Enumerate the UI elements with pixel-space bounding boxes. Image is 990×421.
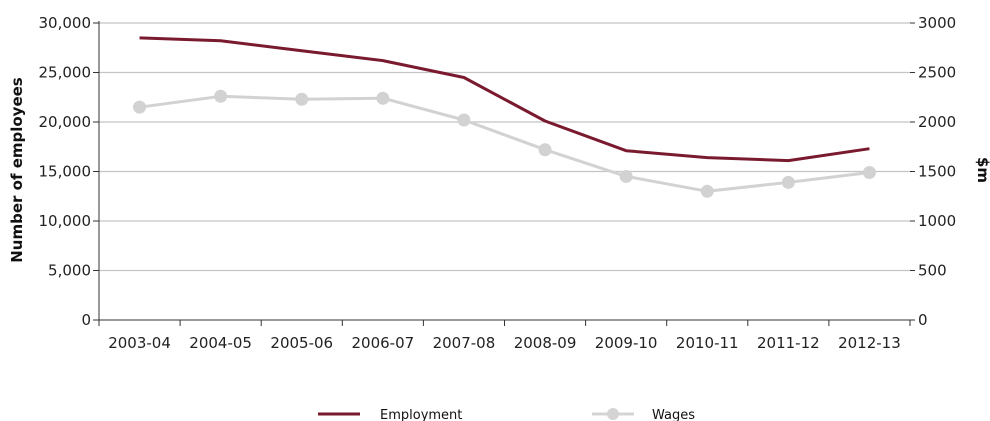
left-axis-title: Number of employees [8,77,26,263]
wages-point [538,143,552,157]
x-axis-ticks: 2003-04 2004-05 2005-06 2006-07 2007-08 2008-… [108,334,901,352]
legend-wages-label: Wages [652,408,695,421]
legend: Employment Wages [318,408,695,421]
x-tick-label: 2011-12 [757,334,820,352]
right-tick-label: 1500 [918,163,956,181]
axes [93,21,915,326]
x-tick-label: 2009-10 [595,334,658,352]
right-tick-label: 0 [918,311,928,329]
wages-point [619,169,633,183]
x-tick-label: 2012-13 [838,334,901,352]
x-tick-label: 2007-08 [433,334,496,352]
series-layer [133,36,876,198]
left-tick-label: 10,000 [39,212,92,230]
x-tick-label: 2004-05 [189,334,252,352]
wages-point [457,113,471,127]
wages-point [862,165,876,179]
x-tick-label: 2003-04 [108,334,171,352]
wages-point [376,91,390,105]
x-tick-label: 2010-11 [676,334,739,352]
right-axis-ticks: 0 500 1000 1500 2000 2500 3000 [918,14,956,329]
wages-point [700,184,714,198]
left-tick-label: 20,000 [39,113,92,131]
wages-point [781,175,795,189]
x-tick-label: 2008-09 [514,334,577,352]
x-tick-label: 2005-06 [270,334,333,352]
left-tick-label: 5,000 [48,262,91,280]
right-tick-label: 500 [918,262,947,280]
right-tick-label: 2000 [918,113,956,131]
left-tick-label: 15,000 [39,163,92,181]
left-tick-label: 25,000 [39,64,92,82]
right-tick-label: 1000 [918,212,956,230]
right-tick-label: 2500 [918,64,956,82]
gridlines [99,22,910,272]
left-tick-label: 0 [81,311,91,329]
x-tick-label: 2006-07 [352,334,415,352]
employment-line [139,36,870,163]
wages-point [133,100,147,114]
wages-point [214,89,228,103]
left-axis-ticks: 0 5,000 10,000 15,000 20,000 25,000 30,000 [39,14,92,329]
wages-point [295,92,309,106]
wages-line [139,94,870,193]
right-tick-label: 3000 [918,14,956,32]
legend-wages-marker [607,408,619,420]
right-axis-title: $m [974,157,990,183]
legend-employment-label: Employment [380,408,462,421]
left-tick-label: 30,000 [39,14,92,32]
